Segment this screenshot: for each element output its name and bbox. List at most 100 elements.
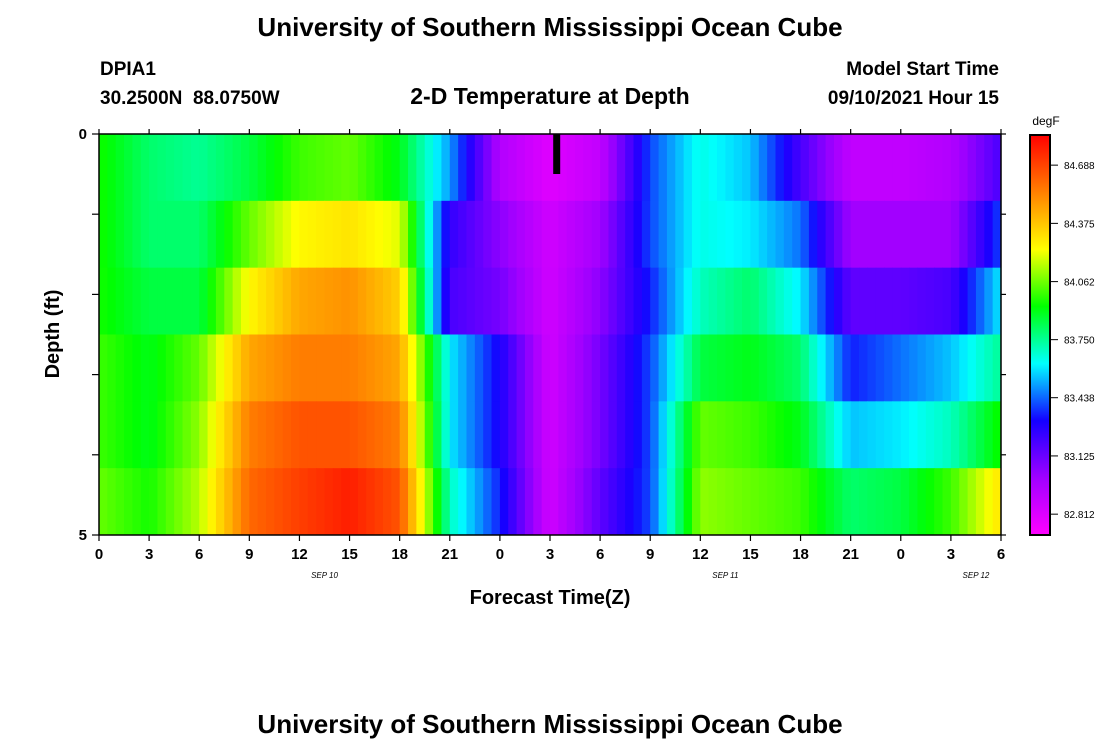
- heatmap-cell: [583, 334, 593, 402]
- heatmap-cell: [733, 334, 743, 402]
- heatmap-cell: [157, 134, 167, 202]
- heatmap-cell: [224, 334, 234, 402]
- heatmap-cell: [783, 334, 793, 402]
- heatmap-cell: [775, 468, 785, 535]
- heatmap-cell: [466, 334, 476, 402]
- heatmap-cell: [984, 401, 994, 469]
- heatmap-cell: [558, 267, 568, 336]
- heatmap-cell: [733, 200, 743, 269]
- x-date-label: SEP 10: [311, 571, 338, 580]
- heatmap-cell: [591, 334, 601, 402]
- heatmap-cell: [792, 334, 802, 402]
- heatmap-cell: [215, 401, 225, 469]
- heatmap-cell: [474, 134, 484, 202]
- heatmap-cell: [232, 134, 242, 202]
- heatmap-cell: [249, 334, 259, 402]
- heatmap-cell: [575, 468, 585, 535]
- heatmap-cell: [374, 200, 384, 269]
- x-tick-label: 18: [792, 546, 809, 563]
- heatmap-cell: [99, 468, 108, 535]
- heatmap-cell: [825, 334, 835, 402]
- heatmap-cell: [307, 134, 317, 202]
- heatmap-cell: [466, 267, 476, 336]
- heatmap-cell: [808, 334, 818, 402]
- heatmap-cell: [249, 134, 259, 202]
- heatmap-cell: [115, 200, 125, 269]
- heatmap-cell: [115, 401, 125, 469]
- heatmap-cell: [675, 267, 685, 336]
- heatmap-cell: [524, 267, 534, 336]
- heatmap-cell: [783, 200, 793, 269]
- heatmap-cell: [608, 200, 618, 269]
- heatmap-cell: [717, 134, 726, 202]
- heatmap-cell: [382, 468, 392, 535]
- station-coords: 30.2500N 88.0750W: [100, 88, 280, 109]
- heatmap-cell: [708, 401, 718, 469]
- heatmap-cell: [124, 401, 134, 469]
- heatmap-cell: [408, 401, 417, 469]
- heatmap-cell: [207, 468, 217, 535]
- heatmap-cell: [449, 468, 459, 535]
- heatmap-cell: [984, 200, 994, 269]
- heatmap-cell: [859, 468, 868, 535]
- heatmap-cell: [583, 468, 593, 535]
- heatmap-cell: [767, 334, 777, 402]
- heatmap-cell: [967, 200, 977, 269]
- heatmap-cell: [282, 401, 292, 469]
- heatmap-cell: [424, 401, 434, 469]
- heatmap-cell: [324, 200, 334, 269]
- heatmap-cell: [566, 200, 576, 269]
- heatmap-cell: [884, 468, 894, 535]
- heatmap-cell: [99, 134, 108, 202]
- heatmap-cell: [282, 267, 292, 336]
- heatmap-cell: [466, 200, 476, 269]
- heatmap-cell: [884, 401, 894, 469]
- x-tick-label: 21: [842, 546, 859, 563]
- heatmap-cell: [240, 468, 250, 535]
- x-tick-label: 15: [742, 546, 759, 563]
- heatmap-cell: [783, 468, 793, 535]
- heatmap-cell: [533, 334, 543, 402]
- heatmap-cell: [875, 468, 885, 535]
- heatmap-cell: [633, 334, 643, 402]
- heatmap-cell: [291, 334, 301, 402]
- heatmap-cell: [332, 468, 342, 535]
- heatmap-cell: [541, 468, 551, 535]
- heatmap-cell: [316, 401, 326, 469]
- heatmap-cell: [817, 200, 827, 269]
- heatmap-cell: [658, 267, 668, 336]
- heatmap-cell: [249, 468, 259, 535]
- x-axis: 0 3 6 9 12 15 18 21 0 3 6 9 12 15 18 21 0 3 6: [95, 129, 1005, 563]
- heatmap-cell: [591, 468, 601, 535]
- heatmap-cell: [758, 468, 768, 535]
- x-tick-label: 12: [692, 546, 709, 563]
- heatmap-cell: [959, 134, 969, 202]
- heatmap-cell: [683, 134, 693, 202]
- heatmap-cell: [792, 468, 802, 535]
- heatmap-cell: [207, 334, 217, 402]
- heatmap-cell: [207, 134, 217, 202]
- x-tick-label: 9: [245, 546, 253, 563]
- heatmap-cell: [666, 134, 676, 202]
- heatmap-cell: [884, 267, 894, 336]
- heatmap-cell: [399, 334, 409, 402]
- heatmap-cell: [332, 267, 342, 336]
- heatmap-cell: [875, 134, 885, 202]
- heatmap-cell: [675, 468, 685, 535]
- heatmap-cell: [341, 267, 351, 336]
- heatmap-cell: [416, 134, 426, 202]
- heatmap-cell: [374, 334, 384, 402]
- x-date-label: SEP 11: [712, 571, 738, 580]
- heatmap-cell: [975, 468, 985, 535]
- heatmap-cell: [666, 401, 676, 469]
- heatmap-cell: [558, 334, 568, 402]
- heatmap-cell: [291, 267, 301, 336]
- heatmap-cell: [140, 401, 150, 469]
- heatmap-cell: [650, 401, 660, 469]
- heatmap-cell: [633, 134, 643, 202]
- heatmap-cell: [132, 267, 142, 336]
- heatmap-cell: [316, 334, 326, 402]
- heatmap-cell: [800, 401, 810, 469]
- heatmap-cell: [299, 267, 309, 336]
- heatmap-cell: [558, 468, 568, 535]
